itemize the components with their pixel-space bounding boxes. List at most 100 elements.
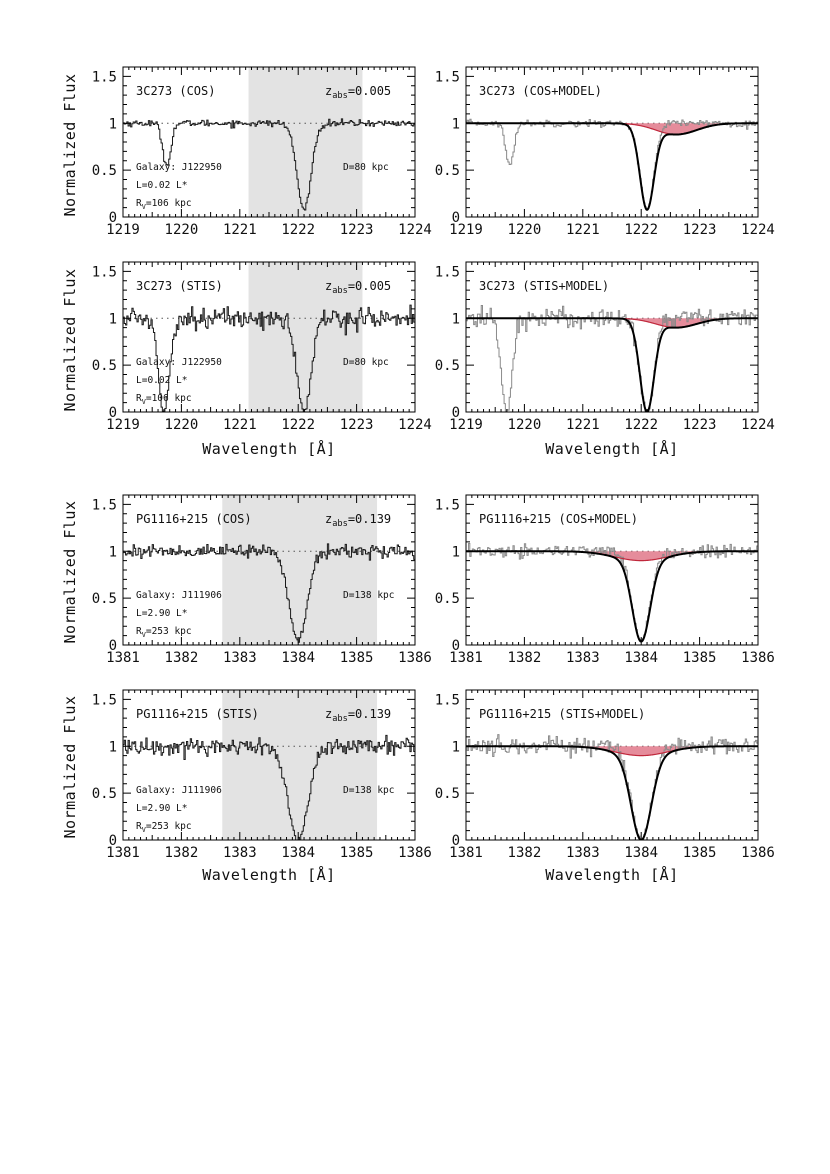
y-tick-label: 0.5: [92, 591, 117, 607]
x-tick-label: 1385: [340, 650, 374, 666]
y-tick-label: 0: [452, 833, 460, 849]
y-axis-ticks: [123, 494, 415, 646]
y-tick-label: 0: [109, 638, 117, 654]
y-tick-label: 0: [452, 638, 460, 654]
y-axis-ticks: [123, 689, 415, 841]
x-tick-label: 1222: [281, 222, 315, 238]
xlabel-top-left: Wavelength [Å]: [202, 439, 335, 458]
y-axis-ticks: [123, 261, 415, 413]
ylabel-top-row1: Normalized Flux: [61, 74, 79, 217]
x-tick-label: 1382: [165, 650, 199, 666]
y-tick-label: 0: [109, 210, 117, 226]
y-tick-label: 1: [452, 544, 460, 560]
x-tick-label: 1383: [566, 845, 600, 861]
x-axis-ticks: [122, 495, 416, 645]
xlabel-top-right: Wavelength [Å]: [545, 439, 678, 458]
x-tick-label: 1223: [340, 417, 374, 433]
ylabel-top-row2: Normalized Flux: [61, 269, 79, 412]
impact-distance: D=80 kpc: [343, 162, 389, 173]
shaded-region: [222, 690, 378, 840]
y-tick-label: 0.5: [435, 591, 460, 607]
panel-title: PG1116+215 (COS+MODEL): [479, 512, 638, 526]
panel-title: PG1116+215 (STIS): [136, 707, 259, 721]
y-tick-label: 0: [452, 210, 460, 226]
flux-spectrum: [466, 118, 758, 210]
y-tick-label: 1.5: [435, 692, 460, 708]
y-axis-ticks: [123, 66, 415, 218]
x-tick-label: 1223: [683, 417, 717, 433]
x-tick-label: 1381: [449, 650, 483, 666]
x-axis-ticks: [122, 690, 416, 840]
shaded-region: [248, 67, 363, 217]
broad-component-fill: [466, 318, 758, 328]
panel-p1: 1219 1220 1221 1222 1223 1224 0 0.5 1 1.5 3C273 (C…: [92, 66, 432, 238]
flux-spectrum: [123, 734, 415, 840]
y-tick-label: 0.5: [92, 786, 117, 802]
x-tick-label: 1381: [106, 845, 140, 861]
panel-p2: 1219 1220 1221 1222 1223 1224 0 0.5 1 1.5 3C273 (C…: [435, 66, 775, 238]
panel-title: PG1116+215 (STIS+MODEL): [479, 707, 645, 721]
panel-title: PG1116+215 (COS): [136, 512, 252, 526]
galaxy-name: Galaxy: J111906: [136, 785, 222, 796]
y-axis-ticks: [466, 689, 758, 841]
x-tick-label: 1221: [566, 222, 600, 238]
x-tick-label: 1220: [165, 222, 199, 238]
virial-radius: RV=106 kpc: [136, 393, 192, 406]
y-tick-label: 0: [452, 405, 460, 421]
y-tick-label: 1: [452, 739, 460, 755]
x-tick-label: 1221: [223, 417, 257, 433]
panel-p5: 1381 1382 1383 1384 1385 1386 0 0.5 1 1.5 PG1116+2…: [92, 494, 432, 666]
y-tick-label: 1: [109, 544, 117, 560]
x-tick-label: 1383: [223, 845, 257, 861]
redshift-label: zabs=0.139: [325, 512, 391, 529]
x-tick-label: 1386: [741, 845, 775, 861]
galaxy-luminosity: L=2.90 L*: [136, 608, 187, 619]
y-tick-label: 1.5: [92, 69, 117, 85]
x-tick-label: 1219: [449, 222, 483, 238]
x-tick-label: 1386: [398, 650, 432, 666]
y-tick-label: 0.5: [92, 163, 117, 179]
model-fit-curve: [466, 745, 758, 840]
x-axis-ticks: [122, 67, 416, 217]
x-axis-ticks: [465, 690, 759, 840]
redshift-label: zabs=0.005: [325, 84, 391, 101]
x-tick-label: 1385: [683, 845, 717, 861]
x-tick-label: 1385: [683, 650, 717, 666]
panel-p4: 1219 1220 1221 1222 1223 1224 0 0.5 1 1.5 3C273 (S…: [435, 261, 775, 433]
broad-component-fill: [466, 123, 758, 135]
panel-title: 3C273 (STIS): [136, 279, 223, 293]
y-tick-label: 1: [452, 311, 460, 327]
x-tick-label: 1224: [398, 222, 432, 238]
x-tick-label: 1222: [624, 222, 658, 238]
redshift-label: zabs=0.005: [325, 279, 391, 296]
y-axis-ticks: [466, 66, 758, 218]
model-fit-curve: [466, 317, 758, 412]
x-tick-label: 1383: [223, 650, 257, 666]
panel-title: 3C273 (COS+MODEL): [479, 84, 602, 98]
shaded-region: [248, 262, 363, 412]
x-tick-label: 1221: [566, 417, 600, 433]
panel-p8: 1381 1382 1383 1384 1385 1386 0 0.5 1 1.5 PG1116+2…: [435, 689, 775, 861]
y-tick-label: 0.5: [435, 163, 460, 179]
x-tick-label: 1384: [624, 845, 658, 861]
galaxy-name: Galaxy: J122950: [136, 162, 222, 173]
x-tick-label: 1223: [340, 222, 374, 238]
ylabel-bottom-row2: Normalized Flux: [61, 696, 79, 839]
x-tick-label: 1386: [398, 845, 432, 861]
panel-p7: 1381 1382 1383 1384 1385 1386 0 0.5 1 1.5 PG1116+2…: [92, 689, 432, 861]
panel-p3: 1219 1220 1221 1222 1223 1224 0 0.5 1 1.5 3C273 (S…: [92, 261, 432, 433]
x-tick-label: 1382: [165, 845, 199, 861]
x-tick-label: 1384: [281, 845, 315, 861]
y-tick-label: 1: [109, 311, 117, 327]
x-tick-label: 1220: [165, 417, 199, 433]
y-tick-label: 0: [109, 405, 117, 421]
ylabel-bottom-row1: Normalized Flux: [61, 501, 79, 644]
x-tick-label: 1386: [741, 650, 775, 666]
flux-spectrum: [466, 305, 758, 412]
x-tick-label: 1382: [508, 650, 542, 666]
x-tick-label: 1220: [508, 417, 542, 433]
flux-spectrum: [123, 543, 415, 643]
xlabel-bottom-left: Wavelength [Å]: [202, 865, 335, 884]
y-tick-label: 0.5: [435, 358, 460, 374]
